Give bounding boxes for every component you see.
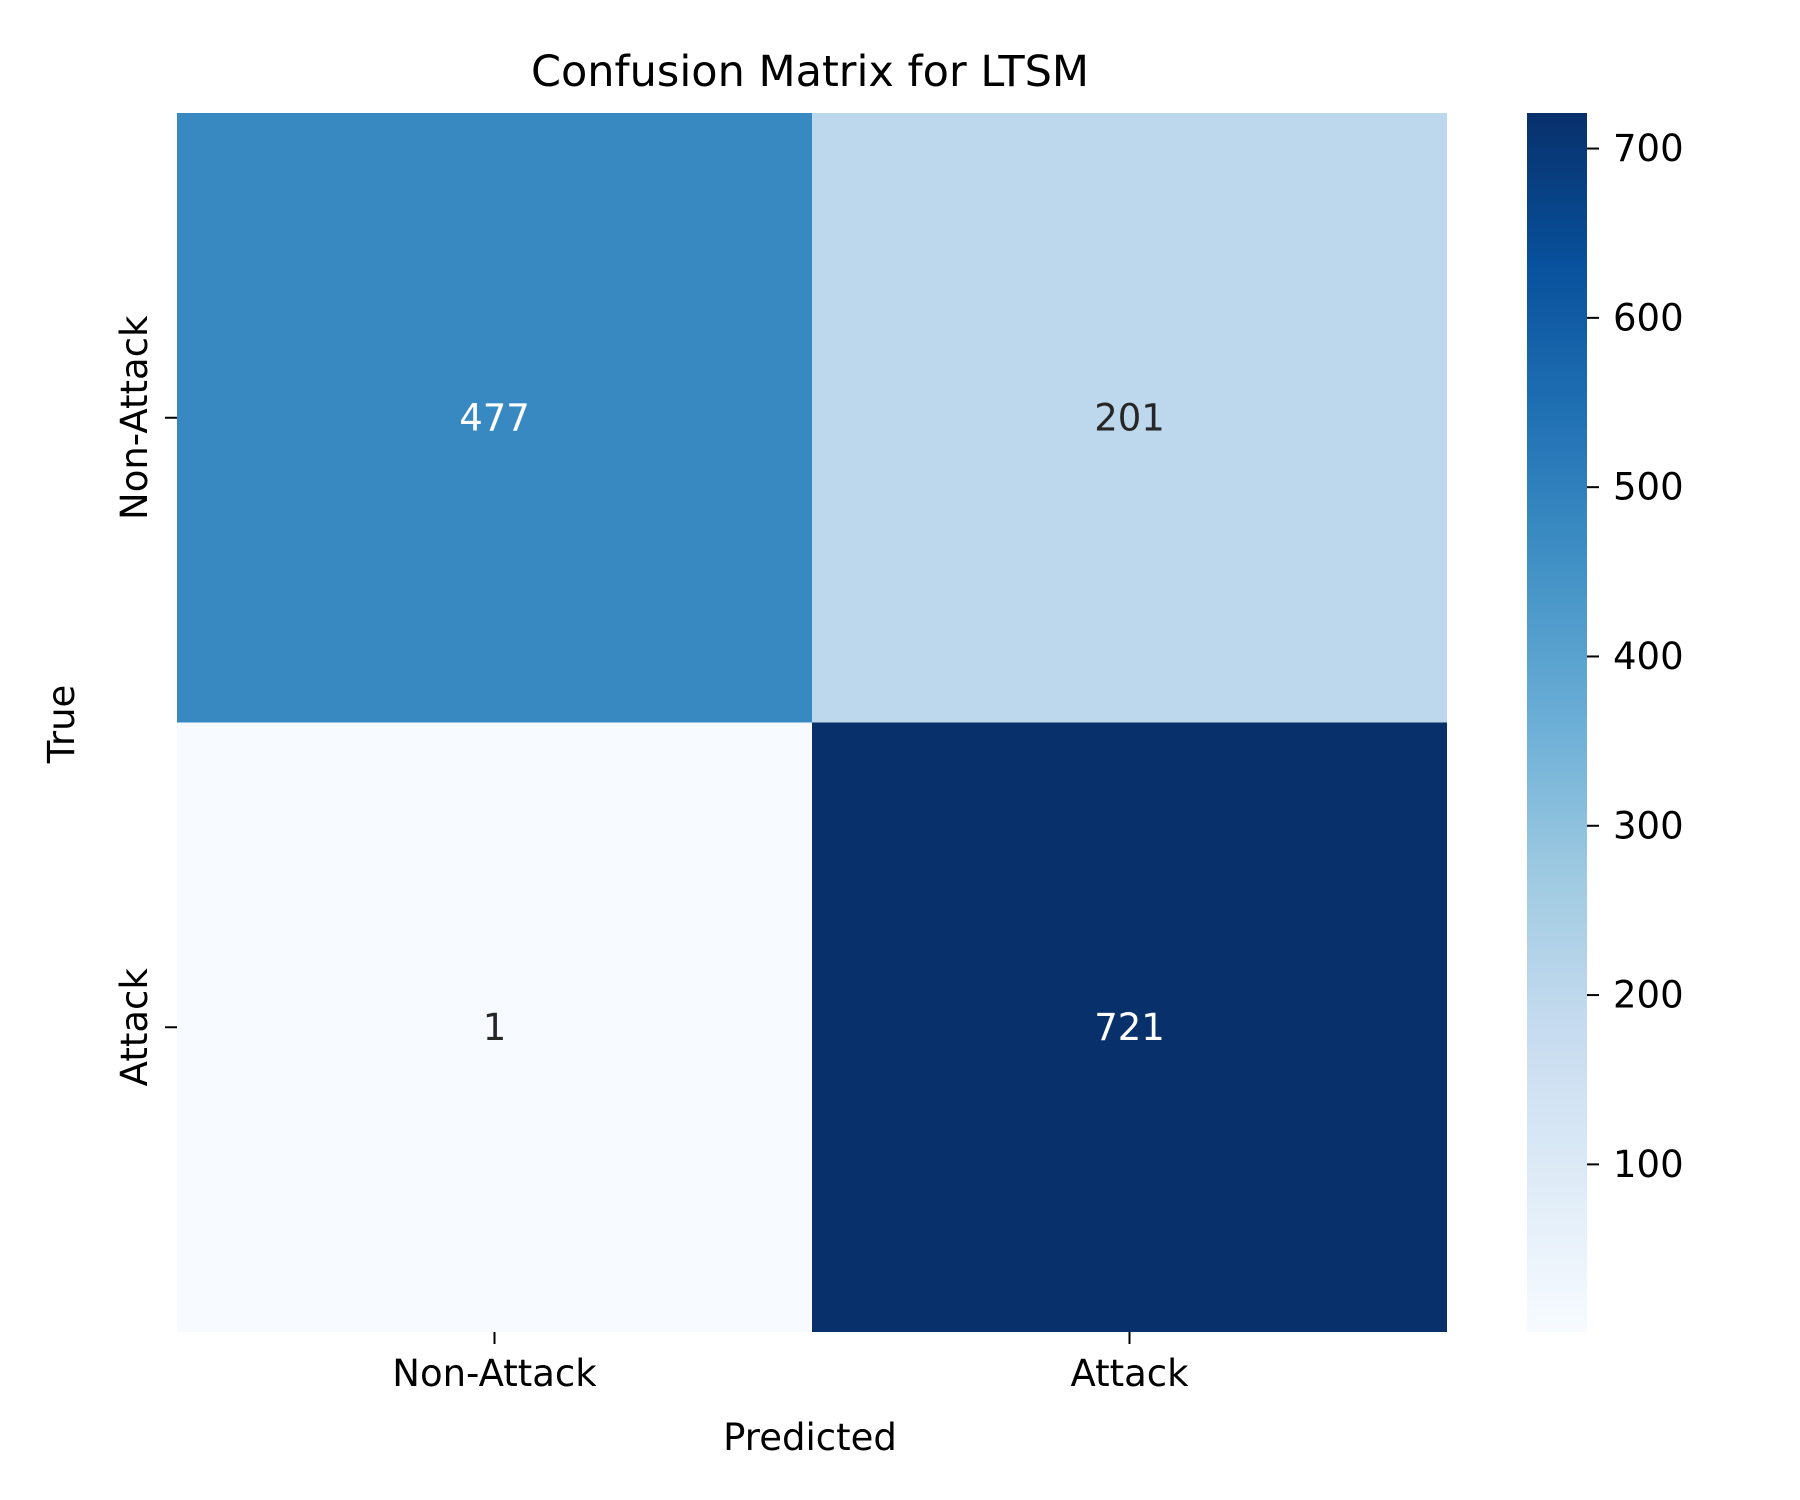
colorbar-gradient bbox=[1527, 113, 1587, 1332]
y-tick-label: Attack bbox=[113, 968, 156, 1087]
heatmap-grid: 477 201 1 721 bbox=[177, 113, 1447, 1332]
x-tick-label: Non-Attack bbox=[392, 1352, 597, 1395]
cell-value-label: 1 bbox=[483, 1006, 507, 1049]
y-axis: Non-Attack Attack bbox=[113, 315, 177, 1086]
colorbar-tick-label: 700 bbox=[1613, 127, 1684, 170]
y-tick-label: Non-Attack bbox=[113, 315, 156, 520]
heatmap-cell bbox=[812, 113, 1447, 723]
colorbar-ticks: 100 200 300 400 500 600 700 bbox=[1587, 127, 1684, 1186]
colorbar-tick-label: 500 bbox=[1613, 466, 1684, 509]
heatmap-cell bbox=[177, 113, 812, 723]
x-axis: Non-Attack Attack bbox=[392, 1332, 1189, 1395]
colorbar-tick-label: 600 bbox=[1613, 296, 1684, 339]
cell-value-label: 477 bbox=[459, 396, 530, 439]
heatmap-cell bbox=[177, 722, 812, 1332]
colorbar-tick-label: 100 bbox=[1613, 1143, 1684, 1186]
x-axis-label: Predicted bbox=[723, 1416, 897, 1459]
heatmap-cell bbox=[812, 722, 1447, 1332]
colorbar-tick-label: 300 bbox=[1613, 804, 1684, 847]
chart-title: Confusion Matrix for LTSM bbox=[531, 47, 1089, 97]
colorbar-tick-label: 200 bbox=[1613, 974, 1684, 1017]
colorbar-tick-label: 400 bbox=[1613, 635, 1684, 678]
x-tick-label: Attack bbox=[1070, 1352, 1189, 1395]
cell-value-label: 201 bbox=[1094, 396, 1165, 439]
cell-value-label: 721 bbox=[1094, 1006, 1165, 1049]
colorbar: 100 200 300 400 500 600 700 bbox=[1527, 113, 1684, 1332]
y-axis-label: True bbox=[40, 685, 83, 765]
